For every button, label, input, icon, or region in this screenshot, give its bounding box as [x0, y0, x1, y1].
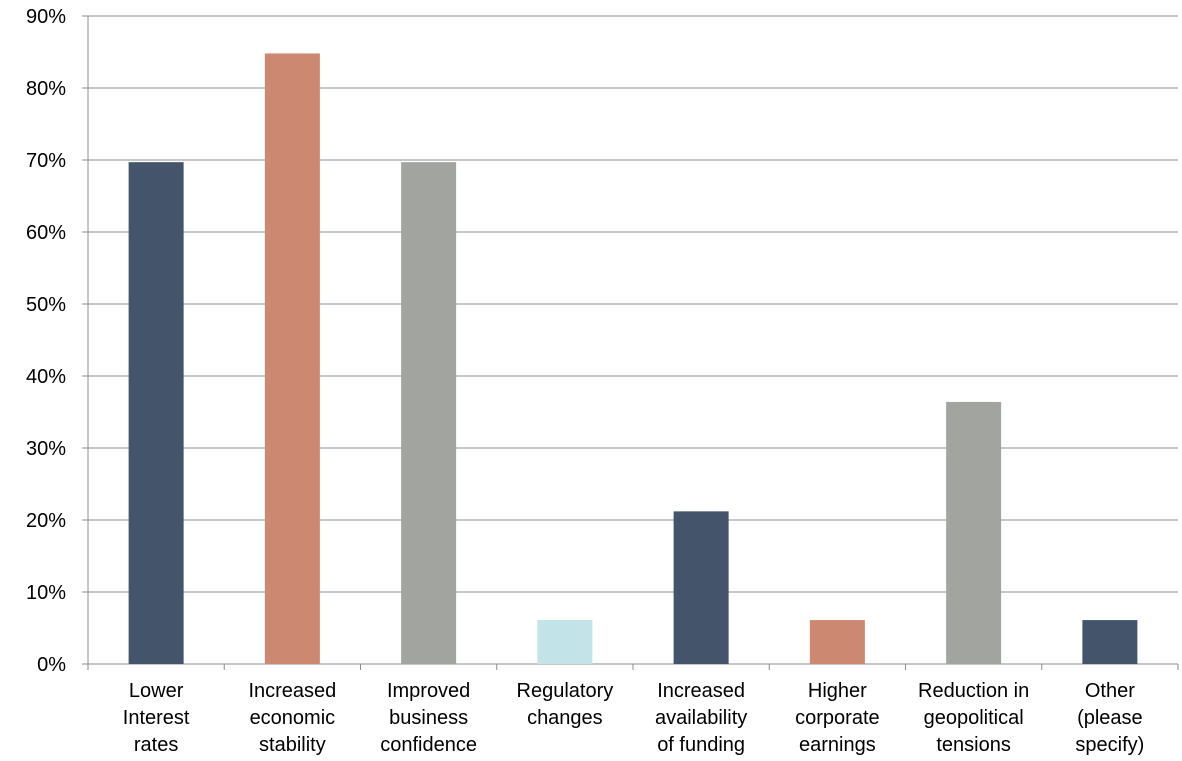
- y-tick-label: 70%: [26, 150, 66, 172]
- y-tick-label: 40%: [26, 366, 66, 388]
- x-category-label: Lower Interest rates: [123, 680, 190, 756]
- y-tick-label: 30%: [26, 438, 66, 460]
- x-category-label: Higher corporate earnings: [795, 680, 880, 756]
- y-tick-label: 50%: [26, 294, 66, 316]
- bar: [128, 162, 184, 664]
- gridlines: [88, 15, 1178, 593]
- bar: [673, 511, 729, 664]
- y-tick-label: 90%: [26, 6, 66, 28]
- x-category-label: Increased availability of funding: [655, 680, 747, 756]
- x-category-label: Increased economic stability: [248, 680, 336, 756]
- y-tick-label: 20%: [26, 510, 66, 532]
- x-category-label: Other (please specify): [1075, 680, 1144, 756]
- bar: [946, 401, 1002, 664]
- bar: [401, 162, 457, 664]
- y-tick-labels: 0% 10% 20% 30% 40% 50% 60% 70% 80% 90%: [26, 6, 66, 676]
- x-category-label: Reduction in geopolitical tensions: [918, 680, 1029, 756]
- bars: [128, 53, 1138, 664]
- bar: [809, 620, 865, 664]
- y-tick-label: 60%: [26, 222, 66, 244]
- bar: [537, 620, 593, 664]
- x-category-label: Regulatory changes: [517, 680, 614, 729]
- bar: [1082, 620, 1138, 664]
- y-tick-label: 0%: [37, 654, 66, 676]
- x-category-label: Improved business confidence: [380, 680, 477, 756]
- y-tick-label: 10%: [26, 582, 66, 604]
- x-category-labels: Lower Interest rates Increased economic stabi…: [123, 680, 1145, 756]
- bar: [264, 53, 320, 664]
- y-tick-label: 80%: [26, 78, 66, 100]
- axes: [82, 15, 1179, 670]
